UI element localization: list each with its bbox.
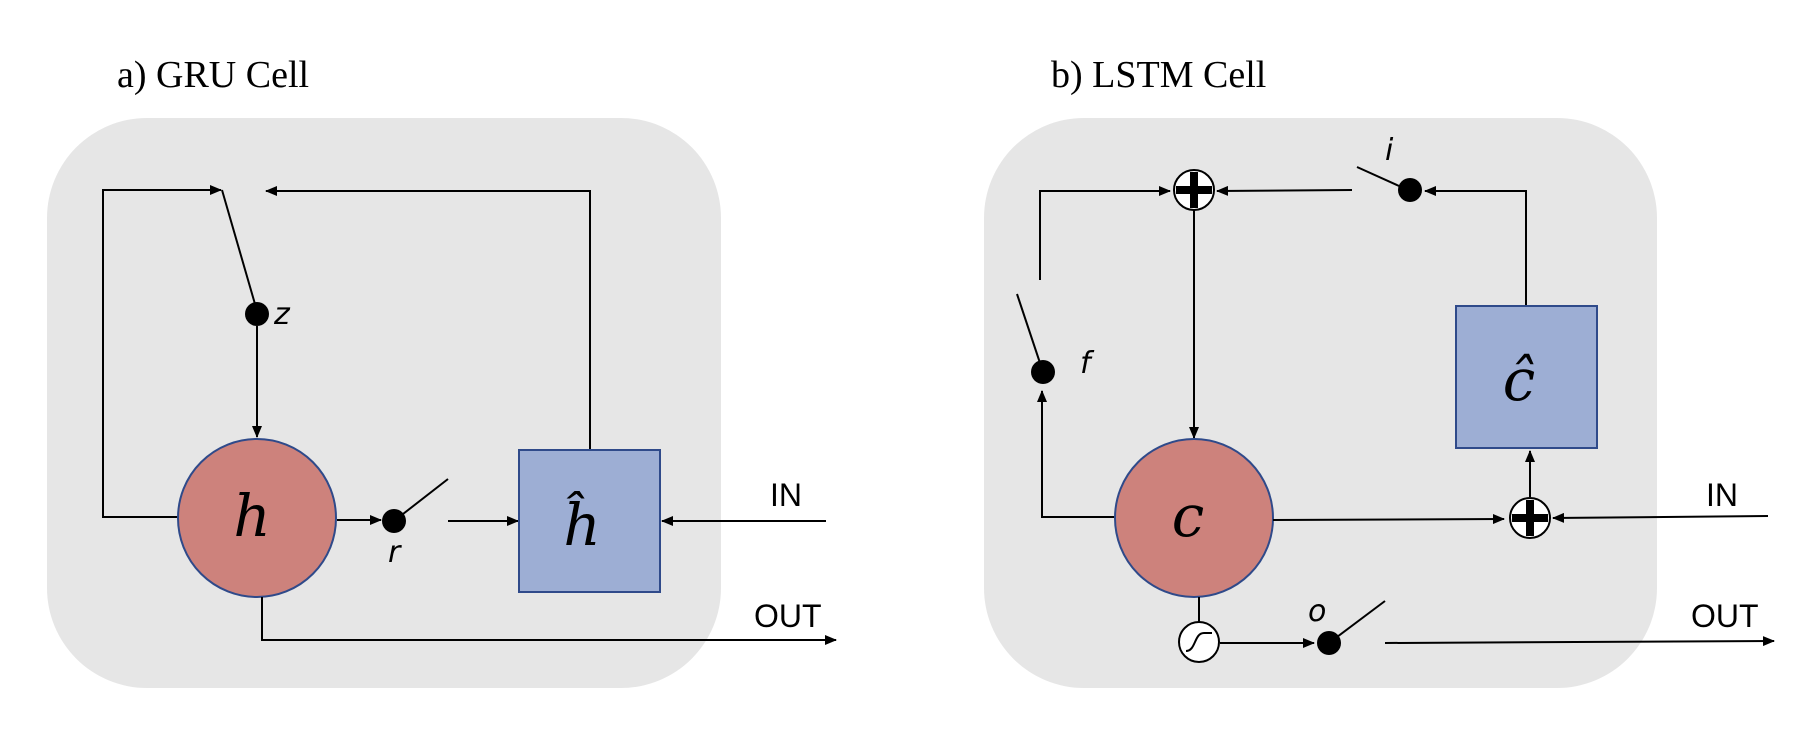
lstm-input-label: IN bbox=[1706, 477, 1738, 513]
gru-candidate-loop-arrow bbox=[265, 186, 591, 451]
lstm-title: b) LSTM Cell bbox=[1051, 54, 1266, 96]
gru-z-gate-node bbox=[245, 302, 269, 326]
lstm-c-to-f-arrow bbox=[1037, 390, 1118, 518]
gru-cell-background bbox=[47, 118, 721, 688]
lstm-f-to-plus-arrow bbox=[1039, 186, 1171, 280]
lstm-candidate-box bbox=[1455, 305, 1598, 449]
gru-z-switch-arm bbox=[221, 189, 258, 312]
gru-h-loop-arrow bbox=[102, 185, 222, 518]
gru-state-symbol: h bbox=[233, 482, 270, 550]
lstm-o-label: o bbox=[1308, 594, 1326, 629]
lstm-state-circle bbox=[1114, 438, 1274, 598]
gru-input-label: IN bbox=[770, 477, 802, 513]
lstm-c-to-plus-arrow bbox=[1272, 514, 1505, 525]
gru-output-label: OUT bbox=[754, 598, 822, 634]
lstm-output-arrow bbox=[1384, 636, 1775, 647]
lstm-candidate-symbol: ĉ bbox=[1503, 346, 1535, 414]
gru-state-circle bbox=[177, 438, 337, 598]
lstm-top-plus-icon bbox=[1173, 169, 1215, 211]
gru-r-label: r bbox=[388, 535, 402, 570]
gru-cell: a) GRU Cell z h r ĥ IN OUT bbox=[47, 54, 837, 688]
gru-candidate-box bbox=[518, 449, 661, 593]
lstm-input-arrow bbox=[1552, 512, 1769, 523]
lstm-candidate-to-i-arrow bbox=[1424, 186, 1527, 305]
gru-title: a) GRU Cell bbox=[117, 54, 309, 96]
lstm-i-gate-node bbox=[1398, 178, 1422, 202]
lstm-output-label: OUT bbox=[1691, 598, 1759, 634]
lstm-bottom-plus-icon bbox=[1509, 497, 1551, 539]
lstm-o-switch-arm bbox=[1328, 600, 1386, 644]
lstm-i-to-plus-arrow bbox=[1216, 185, 1353, 196]
gru-output-arrow bbox=[261, 597, 837, 645]
lstm-f-switch-arm bbox=[1016, 293, 1044, 373]
lstm-cell: b) LSTM Cell f i c ĉ bbox=[984, 54, 1775, 688]
lstm-i-label: i bbox=[1385, 133, 1394, 168]
lstm-sigmoid-icon bbox=[1178, 621, 1220, 663]
lstm-state-symbol: c bbox=[1172, 482, 1204, 550]
gru-r-switch-arm bbox=[393, 478, 449, 522]
gru-z-label: z bbox=[273, 297, 291, 332]
gru-candidate-symbol: ĥ bbox=[563, 491, 600, 559]
